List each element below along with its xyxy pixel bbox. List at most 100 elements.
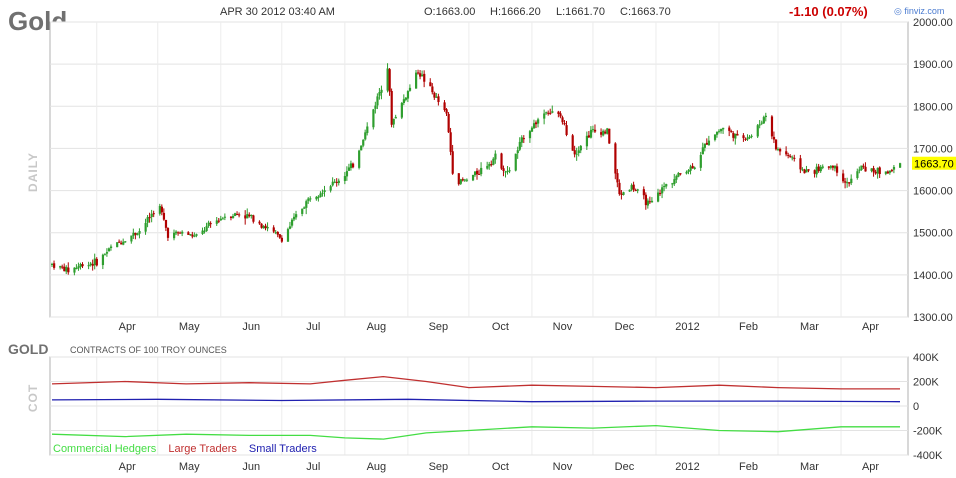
candle-body	[534, 122, 538, 125]
candle-body	[109, 246, 113, 248]
candle-body	[331, 181, 334, 186]
candle-body	[663, 185, 666, 187]
cot-y-axis: 400K 200K 0 -200K -400K	[913, 352, 943, 462]
candle-body	[833, 165, 837, 169]
candle-body	[659, 192, 662, 194]
candle-body	[563, 122, 566, 125]
candle-body	[779, 148, 782, 152]
candle-body	[402, 99, 406, 103]
candle-body	[148, 217, 151, 219]
candle-body	[400, 103, 403, 118]
price-y-tick: 1400.00	[913, 270, 953, 282]
candle-body	[175, 231, 178, 234]
candle-body	[819, 166, 822, 172]
candle-body	[748, 136, 751, 139]
candle-body	[817, 166, 820, 172]
price-change: -1.10 (0.07%)	[789, 4, 868, 19]
price-x-tick: 2012	[675, 321, 699, 333]
candle-body	[486, 165, 489, 169]
candle-body	[264, 225, 267, 229]
candle-body	[79, 263, 82, 267]
candle-body	[762, 117, 765, 124]
candle-body	[673, 179, 676, 185]
candle-body	[630, 185, 633, 190]
price-y-tick: 2000.00	[913, 17, 953, 29]
candle-body	[677, 173, 680, 177]
candle-body	[65, 267, 68, 272]
candle-body	[362, 140, 365, 146]
candle-body	[93, 258, 96, 266]
candle-body	[608, 128, 611, 144]
candle-body	[215, 220, 218, 224]
candle-body	[634, 190, 637, 192]
cot-subtitle: CONTRACTS OF 100 TROY OUNCES	[70, 345, 227, 355]
candle-body	[187, 232, 190, 235]
candle-body	[179, 232, 182, 234]
price-x-tick: Feb	[739, 321, 758, 333]
candle-body	[661, 187, 664, 194]
candle-body	[101, 254, 105, 266]
candle-body	[461, 179, 464, 181]
price-x-tick: May	[179, 321, 200, 333]
candle-body	[386, 68, 389, 91]
candle-body	[61, 266, 64, 268]
candle-body	[429, 82, 432, 87]
candle-body	[473, 171, 477, 176]
candle-body	[730, 131, 733, 133]
candle-body	[358, 150, 361, 168]
candle-body	[160, 206, 164, 213]
candle-body	[408, 87, 412, 91]
candle-body	[736, 133, 739, 136]
candlestick-series	[51, 63, 902, 276]
low-value: L:1661.70	[556, 6, 605, 18]
cot-ticker: GOLD	[8, 341, 48, 357]
candle-body	[447, 113, 450, 133]
candle-body	[573, 150, 576, 155]
candle-body	[815, 166, 818, 175]
candle-body	[565, 125, 568, 135]
price-y-tick: 1300.00	[913, 312, 953, 324]
candle-body	[223, 216, 227, 218]
candle-body	[846, 182, 849, 184]
candle-body	[315, 196, 318, 200]
candle-body	[244, 215, 247, 219]
candle-body	[162, 212, 166, 220]
candle-body	[756, 125, 759, 137]
candle-body	[892, 166, 896, 170]
candle-body	[394, 116, 397, 119]
candle-body	[335, 181, 338, 183]
cot-legend: Commercial Hedgers Large Traders Small T…	[53, 443, 317, 455]
cot-x-tick: Jul	[306, 461, 320, 473]
candle-body	[423, 73, 426, 82]
candle-body	[561, 117, 564, 123]
candle-body	[419, 73, 422, 77]
candle-body	[266, 226, 269, 229]
cot-y-tick: 400K	[913, 352, 939, 364]
candle-body	[559, 113, 562, 117]
candle-body	[827, 166, 831, 168]
candle-body	[644, 194, 648, 206]
candle-body	[209, 223, 212, 225]
candle-body	[520, 137, 523, 143]
candle-body	[593, 129, 597, 132]
candle-body	[301, 208, 304, 214]
candle-body	[67, 267, 70, 273]
candle-body	[701, 147, 704, 155]
candle-body	[364, 132, 367, 140]
candle-body	[203, 230, 206, 232]
candle-body	[844, 181, 847, 183]
candle-body	[252, 215, 255, 222]
candle-body	[614, 143, 617, 174]
candle-body	[657, 192, 660, 202]
small-traders-line	[51, 398, 901, 403]
candle-body	[138, 231, 141, 234]
candle-body	[144, 223, 147, 232]
candle-body	[600, 132, 603, 135]
candle-body	[774, 139, 778, 150]
candle-body	[675, 176, 678, 180]
candle-body	[864, 166, 867, 172]
candle-body	[309, 198, 312, 200]
candle-body	[63, 266, 66, 272]
candle-body	[693, 167, 696, 170]
candle-body	[671, 183, 674, 185]
